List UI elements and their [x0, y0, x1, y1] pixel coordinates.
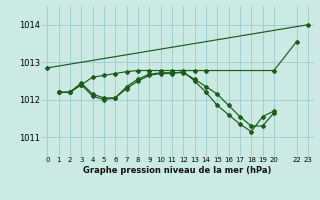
X-axis label: Graphe pression niveau de la mer (hPa): Graphe pression niveau de la mer (hPa) — [84, 166, 272, 175]
